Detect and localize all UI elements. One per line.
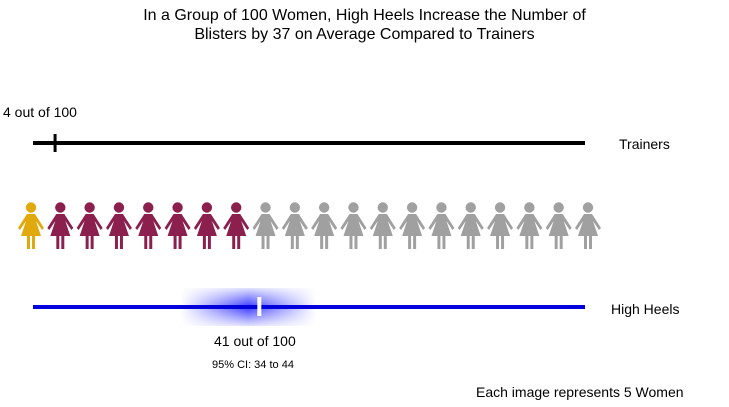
person-icon-body xyxy=(164,214,191,249)
person-icon xyxy=(428,202,455,249)
baseline-value-label: 4 out of 100 xyxy=(3,104,77,120)
treatment-series-label: High Heels xyxy=(611,301,680,317)
person-icon-body xyxy=(193,214,220,249)
person-icon-head xyxy=(289,202,301,213)
person-icon xyxy=(47,202,74,249)
person-icon-body xyxy=(575,214,601,249)
person-icon-body xyxy=(252,214,279,249)
person-icon-head xyxy=(553,202,564,213)
person-icon xyxy=(105,202,132,249)
person-icon xyxy=(311,202,338,249)
person-icon xyxy=(135,202,162,249)
person-icon-body xyxy=(340,214,367,249)
baseline-series-label: Trainers xyxy=(619,136,670,152)
person-icon-body xyxy=(47,214,74,249)
person-icon-body xyxy=(399,214,426,249)
person-icon-head xyxy=(172,202,183,213)
person-icon-head xyxy=(84,202,95,213)
person-icon xyxy=(252,202,279,249)
person-icon-head xyxy=(113,202,125,213)
person-icon xyxy=(575,202,601,249)
person-icon-head xyxy=(582,202,594,213)
person-icon-head xyxy=(25,202,37,213)
person-icon-body xyxy=(487,214,514,249)
person-icon-head xyxy=(406,202,418,213)
person-icon-head xyxy=(377,202,388,213)
person-icon-body xyxy=(369,214,396,249)
person-icon xyxy=(487,202,514,249)
person-icon-body xyxy=(545,214,572,249)
person-icon xyxy=(457,202,484,249)
person-icon-head xyxy=(143,202,154,213)
person-icon-head xyxy=(231,202,242,213)
person-icon-body xyxy=(428,214,455,249)
person-icon-head xyxy=(524,202,535,213)
person-icon-head xyxy=(348,202,359,213)
treatment-ci-label: 95% CI: 34 to 44 xyxy=(212,359,294,371)
person-icon-head xyxy=(318,202,330,213)
person-icon-body xyxy=(135,214,162,249)
person-icon-body xyxy=(311,214,338,249)
chart-title: In a Group of 100 Women, High Heels Incr… xyxy=(0,6,729,44)
person-icon-head xyxy=(465,202,476,213)
person-icon xyxy=(516,202,543,249)
person-icon-head xyxy=(436,202,447,213)
person-icon xyxy=(193,202,220,249)
person-icon xyxy=(18,202,44,249)
person-icon-head xyxy=(494,202,506,213)
person-icon xyxy=(340,202,367,249)
person-icon-body xyxy=(516,214,543,249)
chart-title-line-1: In a Group of 100 Women, High Heels Incr… xyxy=(143,7,586,24)
person-icon-head xyxy=(260,202,271,213)
person-icon xyxy=(281,202,308,249)
person-icon xyxy=(369,202,396,249)
person-icon-body xyxy=(18,214,44,249)
person-icon-body xyxy=(105,214,132,249)
person-icon-body xyxy=(223,214,250,249)
person-icon-body xyxy=(281,214,308,249)
person-icon xyxy=(223,202,250,249)
person-icon xyxy=(545,202,572,249)
treatment-marker xyxy=(257,297,262,316)
treatment-value-label: 41 out of 100 xyxy=(214,333,296,349)
person-icon-body xyxy=(76,214,103,249)
person-icon xyxy=(76,202,103,249)
person-icon xyxy=(164,202,191,249)
person-icon-head xyxy=(55,202,66,213)
person-icon-body xyxy=(457,214,484,249)
chart-title-line-2: Blisters by 37 on Average Compared to Tr… xyxy=(194,26,535,43)
footnote: Each image represents 5 Women xyxy=(476,384,684,400)
person-icon-head xyxy=(201,202,213,213)
person-icon xyxy=(399,202,426,249)
